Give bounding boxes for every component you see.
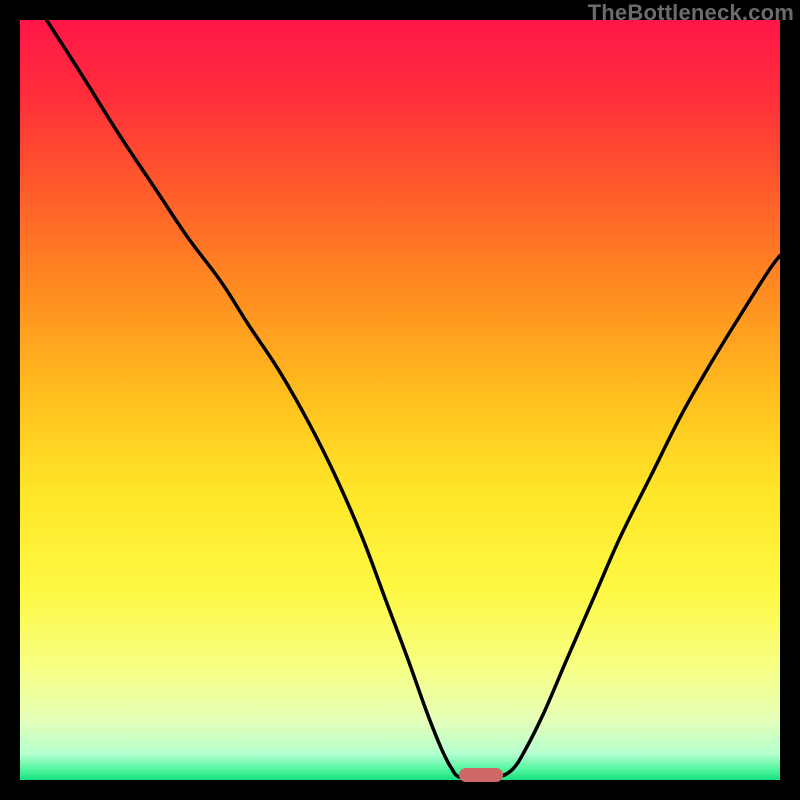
bottleneck-curve: [20, 20, 780, 780]
watermark-label: TheBottleneck.com: [588, 0, 794, 25]
watermark-text: TheBottleneck.com: [588, 0, 794, 26]
optimal-marker: [459, 768, 503, 782]
chart-container: TheBottleneck.com: [0, 0, 800, 800]
plot-area: [20, 20, 780, 780]
